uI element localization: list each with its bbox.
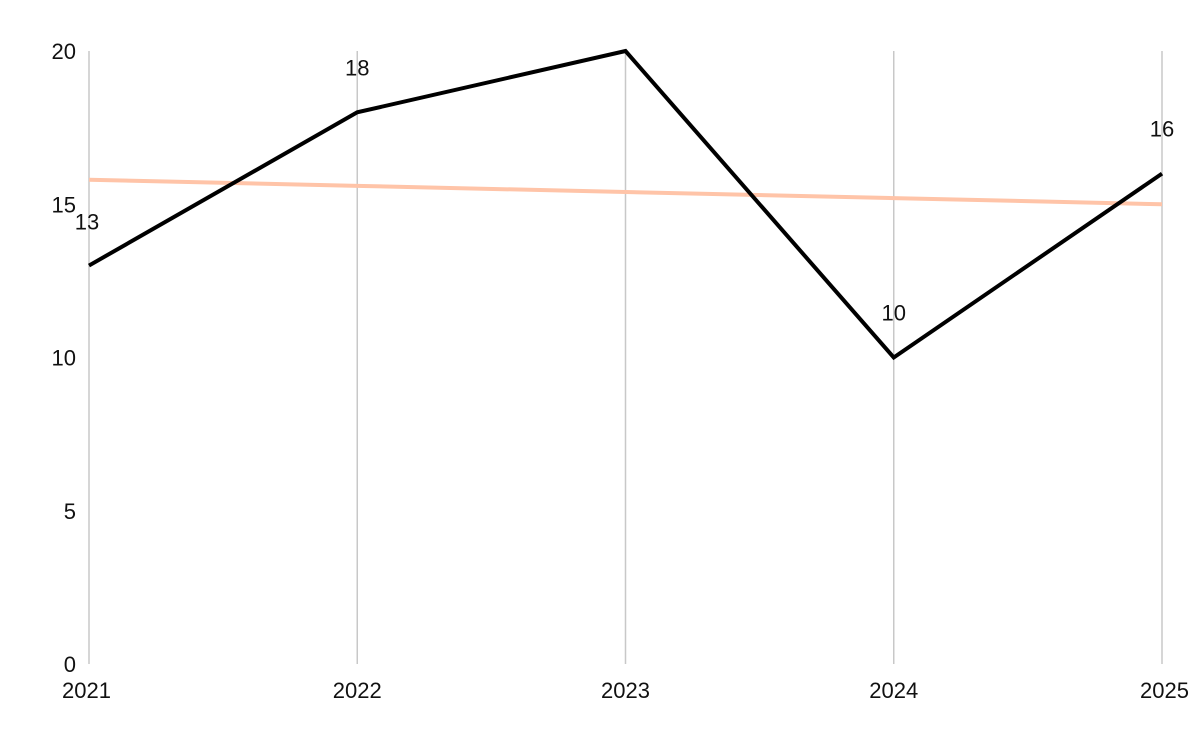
y-tick-label: 15 xyxy=(52,192,76,217)
y-tick-label: 20 xyxy=(52,39,76,64)
axis-labels-layer: 2021 2022 2023 2024 2025 0 5 10 15 20 xyxy=(52,39,1189,703)
y-tick-label: 5 xyxy=(64,499,76,524)
data-label-layer: 13 18 10 16 xyxy=(75,55,1174,325)
grid-layer xyxy=(88,51,1163,664)
x-tick-label: 2024 xyxy=(869,678,918,703)
y-tick-label: 0 xyxy=(64,652,76,677)
x-tick-label: 2021 xyxy=(62,678,111,703)
data-label: 10 xyxy=(882,301,906,326)
series-layer xyxy=(88,48,1164,361)
data-label: 18 xyxy=(345,55,369,80)
data-label: 16 xyxy=(1150,117,1174,142)
y-tick-label: 10 xyxy=(52,346,76,371)
x-tick-label: 2023 xyxy=(601,678,650,703)
x-tick-label: 2022 xyxy=(333,678,382,703)
series-line xyxy=(88,48,1164,361)
x-tick-label: 2025 xyxy=(1140,678,1189,703)
trendline xyxy=(88,177,1163,207)
trendline-layer xyxy=(88,177,1163,207)
data-label: 13 xyxy=(75,210,99,235)
